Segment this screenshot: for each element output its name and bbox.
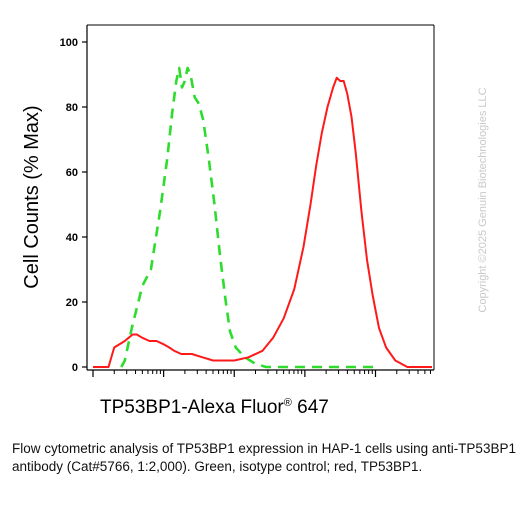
- x-ticks: [92, 370, 431, 377]
- x-axis-label: TP53BP1-Alexa Fluor® 647: [100, 397, 410, 419]
- registered-mark: ®: [283, 397, 292, 409]
- y-tick-label: 100: [60, 37, 78, 49]
- copyright-watermark: Copyright ©2025 Genuin Biotechnologies L…: [477, 87, 489, 312]
- y-tick-label: 20: [66, 297, 78, 309]
- y-tick-label: 80: [66, 102, 78, 114]
- x-axis-label-suffix: 647: [291, 397, 329, 418]
- y-tick-label: 60: [66, 167, 78, 179]
- isotype-control-curve: [120, 66, 376, 369]
- y-tick-label: 0: [72, 362, 78, 374]
- x-axis-label-prefix: TP53BP1-Alexa Fluor: [100, 397, 284, 418]
- plot-axes: [86, 24, 435, 371]
- tp53bp1-curve: [93, 76, 432, 368]
- figure-caption: Flow cytometric analysis of TP53BP1 expr…: [12, 441, 516, 474]
- y-ticks: 0 20 40 60 80 100: [60, 37, 87, 374]
- y-axis-label: Cell Counts (% Max): [21, 105, 43, 288]
- y-tick-label: 40: [66, 232, 78, 244]
- series-layer: [93, 66, 432, 369]
